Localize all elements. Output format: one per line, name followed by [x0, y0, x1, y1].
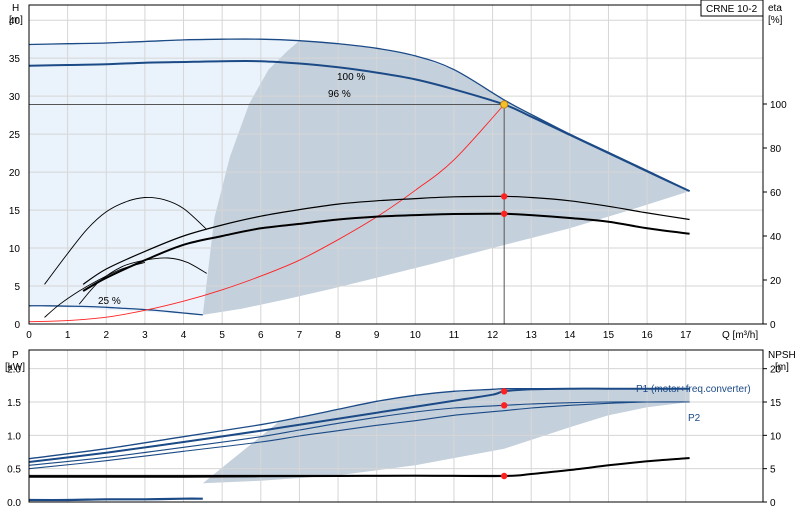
x-tick-label: 16	[642, 330, 654, 341]
y-axis-title-h: H	[12, 3, 19, 14]
x-tick-label: 13	[526, 330, 538, 341]
x-tick-label: 6	[258, 330, 264, 341]
power-point	[500, 388, 508, 395]
x-tick-label: 11	[449, 330, 460, 341]
series-eta_96	[82, 212, 690, 292]
y-tick-label: 15	[9, 206, 21, 217]
x-tick-label: 12	[487, 330, 499, 341]
series-p1_96	[28, 387, 690, 463]
y-tick-label: 0.5	[7, 465, 21, 476]
series-p2_max	[28, 401, 690, 466]
x-tick-label: 14	[564, 330, 576, 341]
curve-label-100: 100 %	[337, 72, 365, 83]
x-tick-label: 8	[335, 330, 341, 341]
series-system_curve	[28, 104, 505, 323]
y-tick-label: 0.0	[7, 498, 21, 509]
top-plot-border	[28, 4, 764, 325]
y-tick-label: 35	[9, 54, 21, 65]
x-tick-label: 7	[297, 330, 303, 341]
x-axis-title: Q [m³/h]	[722, 330, 758, 341]
duty-point	[500, 100, 509, 109]
bottom-axes: 0.0 0.5 1.0 1.5 2.0 0 5 10 15 20	[7, 365, 781, 509]
eta-point	[500, 193, 508, 200]
y-tick-label: 5	[14, 282, 20, 293]
y2-tick-label: 100	[770, 100, 787, 111]
y-tick-label: 0	[14, 320, 20, 331]
y-tick-label: 1.0	[7, 431, 21, 442]
legend-p1: P1 (motor+freq.converter)	[636, 384, 751, 395]
series-eta_low_a	[44, 196, 208, 285]
top-shaded-area	[29, 39, 690, 315]
curve-label-96: 96 %	[328, 89, 351, 100]
y2-tick-label: 5	[770, 465, 776, 476]
x-tick-label: 4	[181, 330, 187, 341]
y-axis-unit-h: [m]	[9, 15, 23, 26]
y-tick-label: 2.0	[7, 365, 21, 376]
y-tick-label: 20	[9, 168, 21, 179]
bottom-plot-border	[28, 349, 764, 503]
y2-tick-label: 15	[770, 398, 782, 409]
series-p_min	[28, 497, 203, 502]
y-tick-label: 25	[9, 130, 21, 141]
eta-point	[500, 210, 508, 217]
x-tick-label: 0	[26, 330, 32, 341]
x-tick-label: 3	[142, 330, 148, 341]
y2-tick-label: 0	[770, 498, 776, 509]
x-tick-label: 17	[680, 330, 692, 341]
y2-tick-label: 80	[770, 144, 782, 155]
top-axes: 0 1 2 3 4 5 6 7 8 9 10 11 12 13 14 15 16 1705101520253035…	[9, 16, 787, 341]
y-tick-label: 40	[9, 16, 21, 27]
y2-tick-label: 10	[770, 431, 782, 442]
model-label-box	[700, 0, 764, 17]
power-point	[500, 402, 508, 409]
series-head_96	[28, 59, 691, 193]
series-eta_upper	[82, 195, 690, 285]
x-tick-label: 10	[410, 330, 422, 341]
y-tick-label: 30	[9, 92, 21, 103]
top-grid	[29, 5, 763, 324]
series-eta_low_b	[78, 257, 207, 305]
y2-tick-label: 60	[770, 188, 782, 199]
bottom-series	[28, 387, 690, 502]
legend-p2: P2	[688, 413, 701, 424]
gray-operating-area	[202, 40, 690, 315]
y-tick-label: 10	[9, 244, 21, 255]
x-tick-label: 5	[219, 330, 225, 341]
y-axis-title-p: P	[12, 350, 19, 361]
y2-axis-title-npsh: NPSH	[768, 350, 796, 361]
y2-tick-label: 40	[770, 232, 782, 243]
x-tick-label: 15	[603, 330, 615, 341]
y2-axis-title-eta: eta	[768, 3, 782, 14]
series-eta_low_c	[44, 261, 146, 318]
top-series	[28, 38, 691, 324]
x-tick-label: 1	[65, 330, 71, 341]
y2-axis-unit-npsh: [m]	[775, 362, 789, 373]
y-tick-label: 1.5	[7, 398, 21, 409]
head-flow-chart: 0 1 2 3 4 5 6 7 8 9 10 11 12 13 14 15 16 1705101520253035…	[9, 0, 787, 341]
y2-axis-unit-eta: [%]	[768, 15, 783, 26]
y2-tick-label: 0	[770, 320, 776, 331]
y2-tick-label: 20	[770, 276, 782, 287]
model-label: CRNE 10-2	[706, 4, 758, 15]
npsh-point	[500, 472, 508, 480]
x-tick-label: 9	[374, 330, 380, 341]
y2-tick-label: 20	[770, 365, 782, 376]
x-tick-label: 2	[103, 330, 109, 341]
curve-label-25: 25 %	[98, 296, 121, 307]
series-p2_96	[28, 401, 690, 470]
y-axis-unit-p: [kW]	[5, 362, 25, 373]
